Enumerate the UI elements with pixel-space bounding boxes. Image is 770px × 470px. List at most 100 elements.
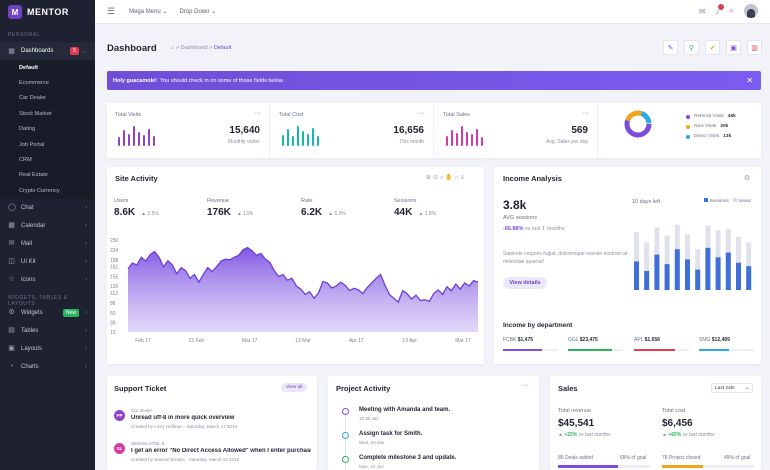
chart-toolbar[interactable]: ⊕⊖⌕✋⌂≡ — [426, 175, 467, 181]
legend-value: 20k — [720, 124, 729, 129]
income-description: Sapiente corporis fugiat, doloremque eve… — [503, 251, 628, 265]
submenu-item[interactable]: Car Dealer — [19, 95, 47, 102]
ticket-meta: Created by Samuel Brooks - Saturday, Mar… — [131, 457, 239, 462]
more-icon[interactable]: ··· — [582, 110, 589, 117]
spark-bar — [287, 129, 289, 146]
sidebar-item-dashboards[interactable]: ▦ Dashboards 5 ⌄ — [0, 42, 95, 60]
submenu-item[interactable]: Default — [19, 64, 38, 71]
sidebar-item[interactable]: ⚙ Widgets New › — [0, 304, 95, 322]
sidebar-item[interactable]: ▦ Calendar › — [0, 217, 95, 235]
timeline-dot — [342, 432, 349, 439]
submenu-item[interactable]: Dating — [19, 126, 36, 133]
sessions-bar — [715, 257, 721, 290]
check-button[interactable]: ✔ — [705, 40, 720, 55]
y-tick-label: 250 — [110, 238, 119, 244]
close-icon[interactable]: ✕ — [746, 76, 753, 85]
sessions-bar — [644, 270, 650, 290]
sidebar-item[interactable]: ◔ Charts › — [0, 358, 95, 376]
dashboards-badge: 5 — [70, 47, 79, 55]
more-icon[interactable]: ··· — [418, 110, 425, 117]
home-icon[interactable]: ⌂ — [171, 45, 175, 51]
dept-name: SMG — [699, 337, 712, 343]
mega-menu[interactable]: Mega Menu ⌄ — [129, 9, 168, 15]
timeline-title[interactable]: Assign task for Smith. — [359, 431, 423, 437]
breadcrumb-dashboard[interactable]: Dashboard — [180, 45, 208, 51]
spark-bar — [138, 132, 140, 146]
ticket-title[interactable]: Unread uff-8 in more quick overview — [131, 415, 235, 421]
settings-icon[interactable]: ⚙ — [744, 175, 751, 182]
dept-value: $1,658 — [644, 337, 660, 343]
activity-area — [128, 247, 478, 332]
sidebar-item[interactable]: ✉ Mail › — [0, 235, 95, 253]
ui-kit-icon: ◫ — [8, 258, 15, 266]
spark-bar — [481, 137, 483, 146]
site-activity-title: Site Activity — [115, 174, 158, 183]
kpi-label: Rate — [301, 198, 313, 204]
submenu-item[interactable]: Stock Market — [19, 110, 52, 117]
search-icon[interactable]: ⌕ — [729, 6, 734, 15]
submenu-item[interactable]: Real Estate — [19, 172, 48, 179]
submenu-item[interactable]: CRM — [19, 157, 32, 164]
ticket-meta: Created by Lizzy Hoffman - Saturday, Mar… — [131, 424, 237, 429]
widgets-icon: ⚙ — [8, 309, 15, 317]
x-tick-label: 13 Mar — [295, 338, 311, 344]
location-button[interactable]: ⚲ — [684, 40, 699, 55]
calendar-button[interactable]: ▣ — [726, 40, 741, 55]
more-icon[interactable]: ··· — [522, 382, 529, 389]
deals-progress — [558, 465, 650, 468]
sales-title: Sales — [558, 384, 578, 393]
edit-button[interactable]: ✎ — [663, 40, 678, 55]
support-ticket-title: Support Ticket — [114, 384, 167, 393]
avatar[interactable] — [744, 4, 758, 18]
submenu-item[interactable]: Crypto Currency — [19, 187, 60, 194]
menu-toggle-icon[interactable]: ☰ — [107, 6, 116, 16]
drop-down-menu[interactable]: Drop Down ⌄ — [179, 9, 217, 15]
view-details-button[interactable]: View details — [503, 277, 547, 289]
sales-card — [550, 376, 761, 470]
spark-bar — [456, 133, 458, 146]
sidebar-item[interactable]: ◯ Chat › — [0, 199, 95, 217]
sidebar-item[interactable]: ◫ UI Kit › — [0, 253, 95, 271]
header-actions: ✎ ⚲ ✔ ▣ ▥ — [663, 40, 762, 55]
sidebar-item[interactable]: ☆ Icons › — [0, 271, 95, 289]
ticket-title[interactable]: I get an error "No Direct Access Allowed… — [131, 448, 311, 454]
stats-button[interactable]: ▥ — [747, 40, 762, 55]
layout-icon: ▣ — [8, 345, 15, 353]
stat-sublabel: This month — [399, 139, 424, 145]
submenu-item[interactable]: Ecommerce — [19, 80, 49, 87]
dept-name: GGL — [568, 337, 580, 343]
period-select[interactable]: Last 24hr ⌄ — [711, 383, 753, 393]
sidebar-item-label: Mail — [21, 240, 33, 247]
sidebar-item[interactable]: ▣ Layouts › — [0, 340, 95, 358]
stat-value: 16,656 — [393, 125, 424, 136]
mail-icon[interactable]: ✉ — [698, 6, 706, 16]
timeline-dot — [342, 456, 349, 463]
chevron-right-icon: › — [85, 363, 87, 370]
sessions-bar — [705, 247, 711, 290]
sidebar-item[interactable]: ▤ Tables › — [0, 322, 95, 340]
ticket-avatar: PP — [114, 410, 125, 421]
timeline-title[interactable]: Meeting with Amanda and team. — [359, 407, 451, 413]
stat-sparkbars — [118, 126, 155, 146]
kpi-value: 44K — [394, 207, 413, 218]
kpi-change: ▲ 1.8% — [418, 211, 437, 217]
deals-added: 86 Deals added — [558, 455, 594, 461]
y-tick-label: 181 — [110, 264, 119, 270]
dept-item: SMG $12,489 — [699, 337, 730, 343]
spark-bar — [143, 135, 145, 146]
sessions-bar — [674, 249, 680, 290]
kpi-item: Rate 6.2K ▲ 6.5% — [301, 198, 346, 218]
revenue-label: Total revenue — [558, 408, 592, 414]
stat-sparkbars — [446, 126, 483, 146]
chevron-down-icon: ⌄ — [81, 48, 87, 55]
timeline-line — [345, 412, 346, 470]
y-tick-label: 198 — [110, 258, 119, 264]
view-all-button[interactable]: View all — [281, 383, 308, 392]
chat-icon: ◯ — [8, 204, 16, 212]
bell-icon[interactable]: ♪ — [716, 2, 725, 16]
cost-value: $6,456 — [662, 418, 693, 429]
submenu-item[interactable]: Job Portal — [19, 141, 45, 148]
more-icon[interactable]: ··· — [254, 110, 261, 117]
timeline-title[interactable]: Complete milestone 3 and update. — [359, 455, 457, 461]
brand[interactable]: M MENTOR — [0, 0, 95, 24]
